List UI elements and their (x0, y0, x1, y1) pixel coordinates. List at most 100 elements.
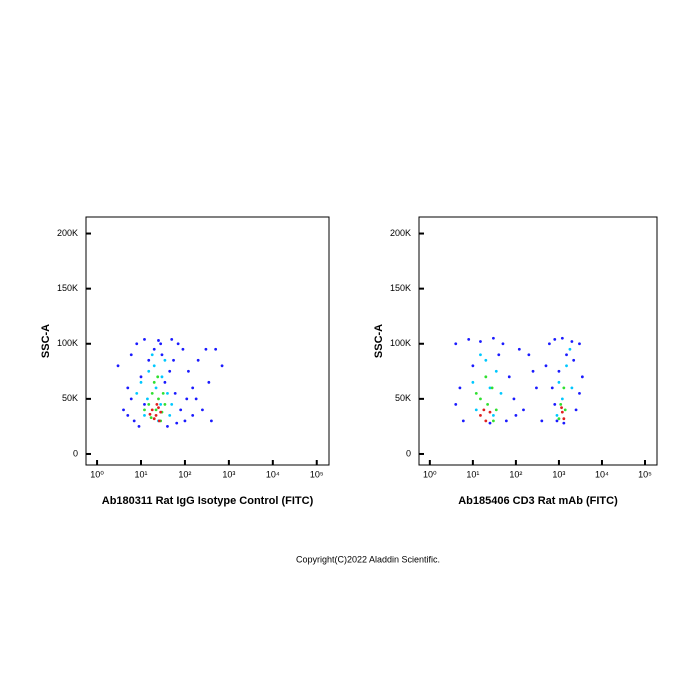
event-dot (568, 347, 572, 351)
event-dot (147, 369, 151, 373)
event-dot (467, 337, 471, 341)
event-dot (557, 369, 561, 373)
event-dot (550, 386, 554, 390)
event-dot (479, 414, 482, 417)
event-dot (557, 417, 561, 421)
event-dot (175, 421, 179, 425)
event-dot (170, 402, 174, 406)
event-dot (157, 406, 160, 410)
y-tick-label: 100K (390, 338, 411, 348)
y-tick-label: 150K (390, 283, 411, 293)
event-dot (557, 380, 561, 384)
plot-frame (418, 216, 658, 466)
event-dot (129, 353, 133, 357)
event-dot (143, 408, 146, 412)
event-dot (163, 358, 167, 362)
y-axis-label: SSC-A (40, 324, 52, 358)
event-dot (191, 414, 195, 417)
event-dot (143, 414, 146, 417)
event-dot (139, 380, 143, 384)
x-tick-label: 10⁵ (310, 469, 324, 479)
event-dot (135, 391, 139, 395)
event-dot (126, 414, 130, 417)
event-dot (152, 417, 156, 421)
event-dot (172, 358, 175, 362)
event-dot (494, 408, 498, 412)
event-dot (143, 337, 146, 341)
event-dot (565, 364, 568, 368)
y-tick-label: 200K (57, 228, 78, 238)
event-dot (555, 419, 559, 423)
y-axis-label: SSC-A (373, 324, 385, 358)
y-tick-label: 50K (395, 393, 411, 403)
event-dot (499, 391, 503, 395)
event-dot (129, 397, 133, 401)
event-dot (155, 402, 159, 406)
event-dot (147, 402, 151, 406)
event-dot (490, 386, 494, 390)
event-dot (161, 391, 165, 395)
event-dot (152, 364, 156, 368)
event-dot (547, 342, 551, 346)
event-dot (143, 402, 146, 406)
y-tick-label: 150K (57, 283, 78, 293)
event-dot (194, 397, 198, 401)
event-dot (166, 391, 169, 395)
x-tick-label: 10⁵ (638, 469, 652, 479)
event-dot (147, 358, 151, 362)
event-dot (563, 408, 567, 412)
event-dot (553, 402, 557, 406)
event-dot (484, 419, 488, 423)
event-dot (479, 353, 482, 357)
x-axis-label: Ab185406 CD3 Rat mAb (FITC) (458, 495, 618, 507)
event-dot (454, 402, 458, 406)
event-dot (160, 375, 164, 379)
event-dot (157, 397, 160, 401)
event-dot (146, 397, 149, 401)
event-dot (176, 342, 180, 346)
event-dot (201, 408, 204, 412)
event-dot (580, 375, 584, 379)
event-dot (168, 414, 172, 417)
event-dot (527, 353, 531, 357)
event-dot (562, 421, 566, 425)
event-dot (157, 339, 160, 342)
event-dot (565, 353, 568, 357)
event-dot (173, 391, 177, 395)
event-dot (488, 410, 492, 414)
event-dot (560, 397, 564, 401)
x-tick-label: 10⁰ (423, 469, 437, 479)
event-dot (488, 386, 492, 390)
event-dot (207, 380, 211, 384)
x-tick-label: 10⁴ (595, 469, 609, 479)
x-tick-label: 10¹ (134, 469, 147, 479)
event-dot (137, 425, 141, 428)
event-dot (185, 397, 189, 401)
event-dot (494, 369, 498, 373)
event-dot (522, 408, 525, 412)
event-dot (484, 358, 488, 362)
event-dot (116, 364, 120, 368)
event-dot (132, 419, 136, 423)
event-dot (514, 414, 518, 417)
event-dot (150, 391, 154, 395)
event-dot (454, 342, 458, 346)
y-tick-label: 0 (406, 448, 411, 458)
event-dot (572, 358, 576, 362)
event-dot (160, 353, 164, 357)
event-dot (507, 375, 511, 379)
event-dot (492, 419, 495, 423)
event-dot (574, 408, 578, 412)
plot-frame (85, 216, 330, 466)
x-tick-label: 10² (178, 469, 191, 479)
event-dot (150, 408, 154, 412)
event-dot (122, 408, 125, 412)
event-dot (159, 342, 163, 346)
event-dot (159, 402, 163, 406)
event-dot (461, 419, 465, 423)
event-dot (154, 414, 158, 417)
event-dot (479, 340, 482, 343)
event-dot (535, 386, 538, 390)
y-tick-label: 50K (62, 393, 78, 403)
